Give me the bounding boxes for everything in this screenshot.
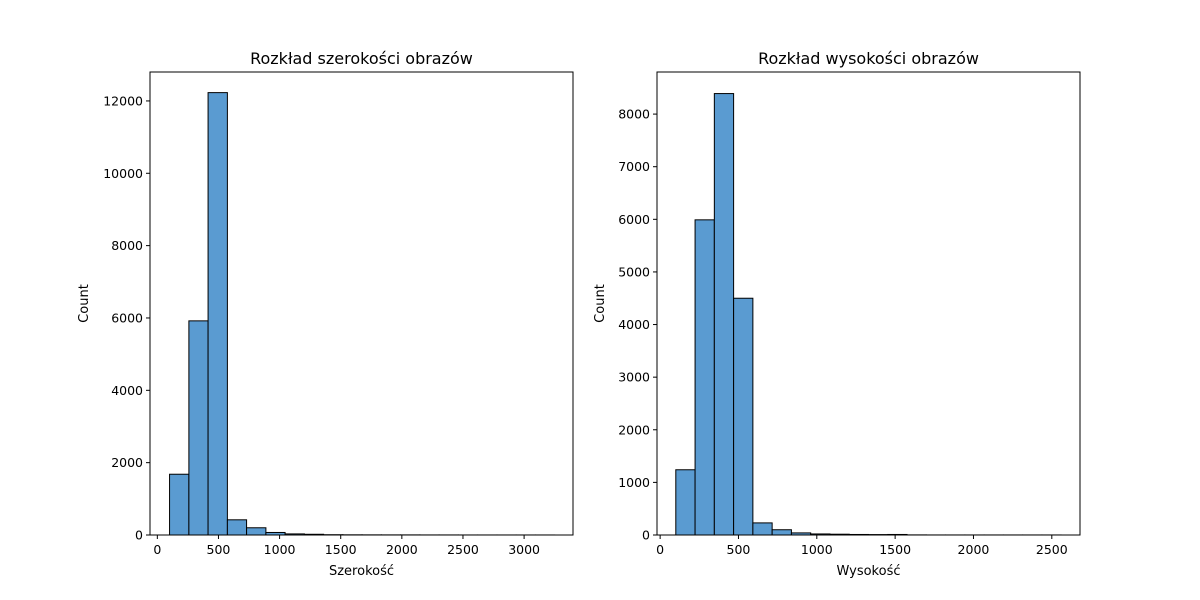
width-histogram-y-tick-label-0: 0 — [135, 528, 143, 543]
width-histogram-x-tick-label-4: 2000 — [386, 542, 418, 557]
width-histogram-x-tick-label-1: 500 — [207, 542, 231, 557]
height-histogram-y-tick-label-1: 1000 — [618, 475, 650, 490]
width-histogram-x-tick-label-2: 1000 — [264, 542, 296, 557]
height-histogram-y-tick-label-0: 0 — [642, 528, 650, 543]
width-histogram-x-tick-label-0: 0 — [153, 542, 161, 557]
height-histogram: 0 500 1000 1500 2000 2500 0 1000 2000 3000 4000 50… — [593, 49, 1081, 579]
width-histogram-y-tick-label-5: 10000 — [103, 166, 143, 181]
height-histogram-title: Rozkład wysokości obrazów — [758, 49, 979, 68]
height-histogram-bar-2 — [713, 93, 735, 536]
width-histogram-y-label: Count — [77, 284, 92, 323]
height-histogram-bar-5 — [771, 529, 792, 536]
width-histogram-x-label: Szerokość — [329, 564, 394, 579]
height-histogram-x-tick-label-0: 0 — [656, 542, 664, 557]
height-histogram-plot-frame — [656, 71, 1081, 536]
width-histogram-title: Rozkład szerokości obrazów — [250, 49, 473, 68]
width-histogram-x-ticks: 0 500 1000 1500 2000 2500 3000 — [153, 535, 540, 557]
width-histogram-y-ticks: 0 2000 4000 6000 8000 10000 12000 — [103, 93, 150, 543]
height-histogram-bars — [675, 93, 1062, 536]
height-histogram-y-ticks: 0 1000 2000 3000 4000 5000 6000 7000 8000 — [618, 107, 657, 543]
width-histogram-y-tick-label-6: 12000 — [103, 93, 143, 108]
width-histogram-y-tick-label-1: 2000 — [111, 455, 143, 470]
width-histogram: 0 500 1000 1500 2000 2500 3000 0 2000 4000 6000 80… — [77, 49, 574, 579]
height-histogram-x-label: Wysokość — [837, 564, 901, 579]
width-histogram-bar-2 — [207, 92, 228, 536]
width-histogram-bar-3 — [226, 519, 248, 536]
height-histogram-y-tick-label-4: 4000 — [618, 317, 650, 332]
width-histogram-bar-0 — [169, 473, 190, 536]
width-histogram-x-tick-label-6: 3000 — [508, 542, 540, 557]
height-histogram-x-tick-label-4: 2000 — [958, 542, 990, 557]
width-histogram-x-tick-label-5: 2500 — [447, 542, 479, 557]
height-histogram-x-tick-label-1: 500 — [727, 542, 751, 557]
height-histogram-y-tick-label-2: 2000 — [618, 422, 650, 437]
width-histogram-y-tick-label-3: 6000 — [111, 310, 143, 325]
width-histogram-plot-frame — [149, 71, 574, 536]
width-histogram-bar-4 — [246, 527, 267, 536]
width-histogram-y-tick-label-4: 8000 — [111, 238, 143, 253]
width-histogram-y-tick-label-2: 4000 — [111, 383, 143, 398]
height-histogram-bar-0 — [675, 469, 696, 536]
height-histogram-x-tick-label-3: 1500 — [879, 542, 911, 557]
width-histogram-x-tick-label-3: 1500 — [325, 542, 357, 557]
height-histogram-bar-4 — [752, 522, 773, 536]
height-histogram-x-ticks: 0 500 1000 1500 2000 2500 — [656, 535, 1068, 557]
height-histogram-bar-3 — [733, 297, 754, 536]
height-histogram-y-tick-label-6: 6000 — [618, 212, 650, 227]
height-histogram-y-label: Count — [593, 284, 608, 323]
height-histogram-y-tick-label-5: 5000 — [618, 264, 650, 279]
height-histogram-x-tick-label-2: 1000 — [801, 542, 833, 557]
width-histogram-bar-1 — [188, 320, 209, 536]
height-histogram-y-tick-label-3: 3000 — [618, 370, 650, 385]
height-histogram-y-tick-label-7: 7000 — [618, 159, 650, 174]
height-histogram-y-tick-label-8: 8000 — [618, 107, 650, 122]
height-histogram-bar-1 — [694, 219, 715, 536]
height-histogram-x-tick-label-5: 2500 — [1036, 542, 1068, 557]
